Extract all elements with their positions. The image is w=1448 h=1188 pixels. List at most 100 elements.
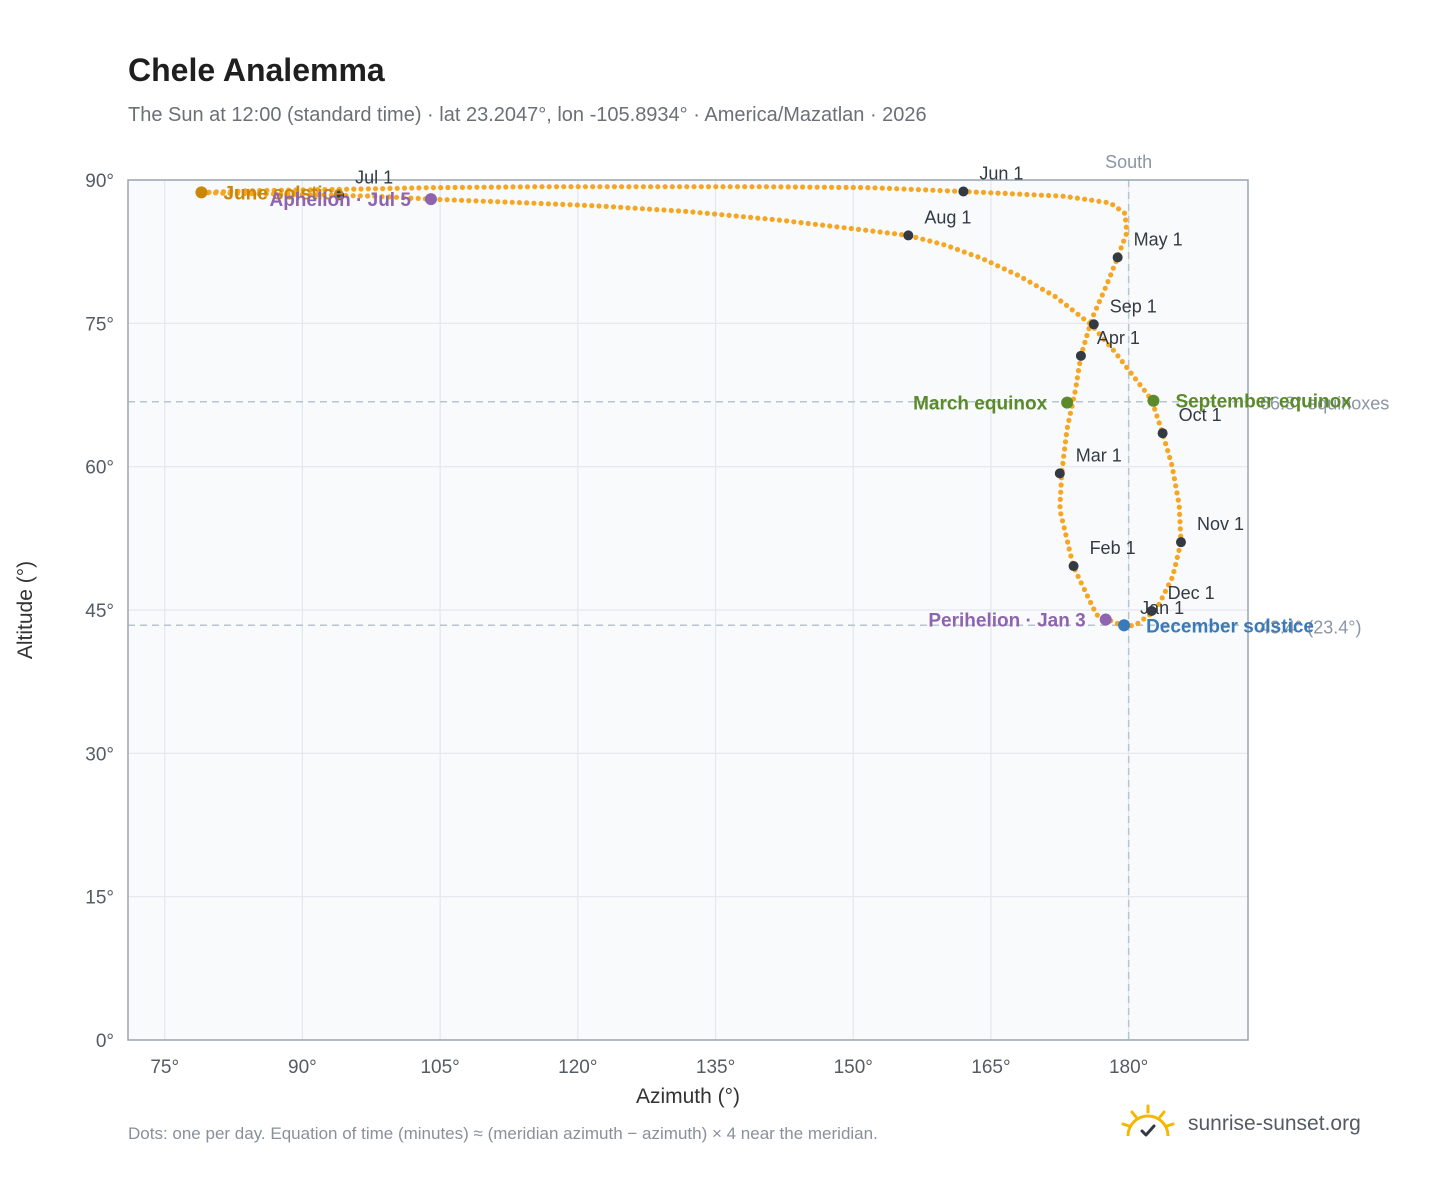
daily-sun-dot	[299, 191, 305, 197]
month-marker-label: Sep 1	[1110, 296, 1157, 316]
daily-sun-dot	[740, 214, 747, 220]
month-marker-dot	[1175, 537, 1186, 548]
daily-sun-dot	[668, 207, 674, 214]
month-marker-label: Oct 1	[1179, 405, 1222, 425]
daily-sun-dot	[988, 190, 994, 196]
daily-sun-dot	[546, 184, 552, 190]
x-tick-label: 165°	[971, 1057, 1010, 1078]
daily-sun-dot	[393, 194, 400, 200]
daily-sun-dot	[1173, 561, 1179, 568]
daily-sun-dot	[1072, 389, 1078, 395]
daily-sun-dot	[655, 184, 661, 190]
daily-sun-dot	[1105, 279, 1111, 285]
daily-sun-dot	[1062, 446, 1068, 452]
daily-sun-dot	[1069, 307, 1075, 313]
daily-sun-dot	[720, 184, 726, 190]
daily-sun-dot	[748, 214, 754, 220]
event-label: December solstice	[1146, 616, 1314, 637]
daily-sun-dot	[1081, 586, 1087, 593]
daily-sun-dot	[1177, 526, 1183, 532]
daily-sun-dot	[380, 186, 386, 192]
daily-sun-dot	[473, 198, 479, 204]
daily-sun-dot	[1135, 620, 1141, 626]
month-marker-dot	[1075, 350, 1086, 361]
daily-sun-dot	[1014, 272, 1021, 278]
daily-sun-dot	[1060, 460, 1066, 466]
daily-sun-dot	[891, 231, 898, 237]
daily-sun-dot	[1124, 364, 1130, 370]
y-tick-label: 15°	[85, 888, 114, 909]
daily-sun-dot	[1132, 376, 1139, 382]
daily-sun-dot	[727, 184, 733, 190]
daily-sun-dot	[1115, 353, 1121, 359]
daily-sun-dot	[451, 197, 457, 203]
daily-sun-dot	[1094, 612, 1100, 618]
month-marker-dot	[903, 230, 914, 241]
daily-sun-dot	[1119, 359, 1125, 365]
daily-sun-dot	[524, 184, 531, 190]
daily-sun-dot	[800, 184, 806, 190]
daily-sun-dot	[328, 192, 334, 198]
daily-sun-dot	[575, 184, 581, 190]
daily-sun-dot	[1123, 217, 1129, 223]
event-marker-dot	[1118, 619, 1131, 632]
brand-label[interactable]: sunrise-sunset.org	[1188, 1112, 1361, 1135]
daily-sun-dot	[1001, 266, 1007, 272]
daily-sun-dot	[524, 200, 530, 206]
event-markers: March equinox September equinox June solst…	[195, 183, 1352, 637]
axis-ticks: 75° 90° 105° 120° 135° 150° 165° 180° 0° 15° 30° 45…	[85, 171, 1148, 1078]
daily-sun-dot	[1063, 432, 1069, 438]
daily-sun-dot	[539, 184, 545, 190]
month-marker-label: May 1	[1134, 229, 1183, 249]
daily-sun-dot	[625, 205, 631, 211]
daily-sun-dot	[1082, 339, 1088, 345]
daily-sun-dot	[1162, 588, 1168, 595]
daily-sun-dot	[677, 184, 683, 190]
daily-sun-dot	[1080, 346, 1086, 352]
daily-sun-dot	[865, 185, 871, 191]
daily-sun-dot	[948, 244, 954, 250]
daily-sun-dot	[263, 191, 269, 197]
daily-sun-dot	[423, 185, 429, 191]
daily-sun-dot	[1057, 496, 1063, 502]
daily-sun-dot	[292, 191, 298, 197]
daily-sun-dot	[1073, 382, 1079, 388]
daily-sun-dot	[610, 204, 617, 210]
daily-sun-dot	[1008, 269, 1014, 275]
daily-sun-dot	[915, 187, 922, 193]
daily-sun-dot	[691, 184, 697, 190]
daily-sun-dot	[1060, 193, 1066, 199]
daily-sun-dot	[894, 186, 900, 192]
daily-sun-dot	[1061, 453, 1067, 459]
month-marker-dot	[1157, 428, 1168, 439]
daily-sun-dot	[1067, 194, 1073, 200]
daily-sun-dot	[662, 184, 668, 190]
daily-sun-dot	[480, 198, 486, 204]
daily-sun-dot	[836, 184, 842, 190]
daily-sun-dot	[1167, 454, 1173, 461]
daily-sun-dot	[769, 216, 775, 222]
daily-sun-dot	[734, 184, 741, 190]
daily-sun-dot	[785, 184, 791, 190]
daily-sun-dot	[937, 187, 943, 194]
month-marker-dot	[1146, 605, 1157, 616]
x-axis-label: Azimuth (°)	[636, 1085, 740, 1108]
daily-sun-dot	[834, 224, 840, 230]
y-tick-label: 30°	[85, 744, 114, 765]
daily-sun-dot	[372, 186, 379, 192]
daily-sun-dot	[394, 185, 400, 191]
daily-sun-dot	[459, 184, 465, 190]
daily-sun-dot	[712, 211, 718, 217]
daily-sun-dot	[1166, 582, 1172, 588]
daily-sun-dot	[1165, 448, 1171, 454]
daily-sun-dot	[596, 203, 602, 209]
daily-sun-dot	[1096, 331, 1102, 337]
daily-sun-dot	[293, 187, 299, 193]
brand[interactable]: sunrise-sunset.org	[1120, 1100, 1361, 1148]
daily-sun-dot	[1141, 616, 1147, 622]
daily-sun-dot	[1075, 573, 1081, 580]
daily-sun-dot	[256, 191, 262, 197]
daily-sun-dot	[1024, 191, 1030, 198]
daily-sun-dot	[1141, 387, 1147, 393]
